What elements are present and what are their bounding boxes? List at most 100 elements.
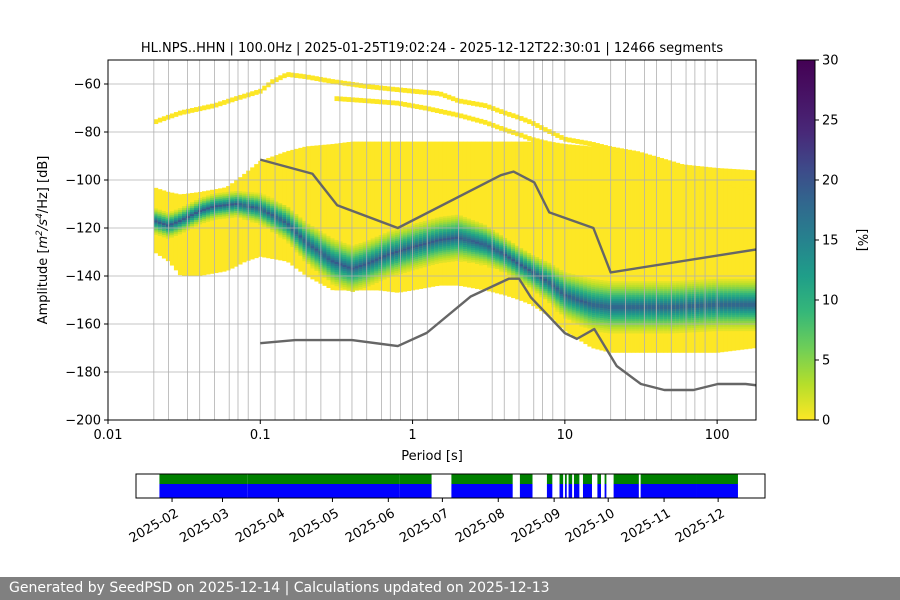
heatmap-core-cell xyxy=(571,308,576,311)
heatmap-core-cell xyxy=(458,253,464,256)
heatmap-core-cell xyxy=(202,200,207,204)
heatmap-core-cell xyxy=(551,271,556,274)
heatmap-core-cell xyxy=(735,280,741,284)
heatmap-core-cell xyxy=(691,312,697,315)
heatmap-core-cell xyxy=(374,244,380,248)
heatmap-core-cell xyxy=(454,254,460,258)
heatmap-core-cell xyxy=(434,219,440,222)
heatmap-core-cell xyxy=(507,242,512,245)
heatmap-core-cell xyxy=(579,324,584,327)
heatmap-core-cell xyxy=(474,235,480,238)
heatmap-core-cell xyxy=(571,276,576,279)
heatmap-core-cell xyxy=(177,226,183,229)
heatmap-core-cell xyxy=(639,283,644,286)
heatmap-core-cell xyxy=(198,216,203,219)
heatmap-core-cell xyxy=(587,316,592,319)
heatmap-core-cell xyxy=(627,311,632,314)
heatmap-core-cell xyxy=(298,229,303,232)
heatmap-core-cell xyxy=(667,303,673,306)
y-axis-label-exp1: 2 xyxy=(35,230,45,236)
heatmap-core-cell xyxy=(651,329,657,332)
heatmap-core-cell xyxy=(274,231,279,234)
heatmap-core-cell xyxy=(643,287,649,290)
heatmap-core-cell xyxy=(286,225,291,228)
heatmap-core-cell xyxy=(739,298,745,302)
heatmap-core-cell xyxy=(483,236,488,240)
heatmap-core-cell xyxy=(715,316,721,320)
heatmap-core-cell xyxy=(254,202,259,205)
heatmap-core-cell xyxy=(619,301,624,304)
heatmap-core-cell xyxy=(454,220,460,224)
heatmap-core-cell xyxy=(362,249,367,252)
heatmap-core-cell xyxy=(338,263,343,266)
heatmap-core-cell xyxy=(366,274,372,277)
heatmap-core-cell xyxy=(651,295,657,298)
heatmap-core-cell xyxy=(655,283,661,286)
heatmap-core-cell xyxy=(695,321,701,325)
heatmap-core-cell xyxy=(210,218,215,221)
heatmap-core-cell xyxy=(611,309,616,312)
heatmap-core-cell xyxy=(474,243,480,246)
heatmap-core-cell xyxy=(458,233,464,236)
heatmap-core-cell xyxy=(338,283,343,286)
heatmap-core-cell xyxy=(743,328,749,332)
heatmap-core-cell xyxy=(326,271,331,275)
heatmap-core-cell xyxy=(446,239,452,243)
heatmap-core-cell xyxy=(206,195,211,198)
heatmap-core-cell xyxy=(563,282,568,285)
heatmap-core-cell xyxy=(206,211,211,214)
heatmap-core-cell xyxy=(607,289,612,292)
coverage-segment xyxy=(613,474,639,498)
heatmap-column xyxy=(579,139,584,342)
heatmap-core-cell xyxy=(603,328,608,331)
heatmap-fringe-cell xyxy=(487,121,492,127)
heatmap-core-cell xyxy=(699,315,705,318)
heatmap-core-cell xyxy=(583,287,588,290)
heatmap-core-cell xyxy=(571,318,576,321)
heatmap-core-cell xyxy=(695,293,701,297)
heatmap-core-cell xyxy=(454,234,460,238)
heatmap-core-cell xyxy=(366,272,372,275)
heatmap-core-cell xyxy=(667,311,673,314)
heatmap-envelope-cell xyxy=(438,141,444,286)
heatmap-core-cell xyxy=(599,282,604,285)
heatmap-core-cell xyxy=(679,290,685,293)
heatmap-fringe-cell xyxy=(515,131,520,137)
heatmap-core-cell xyxy=(181,222,187,225)
heatmap-core-cell xyxy=(483,258,488,262)
heatmap-core-cell xyxy=(434,255,440,258)
heatmap-core-cell xyxy=(615,299,620,302)
heatmap-core-cell xyxy=(751,284,756,288)
heatmap-core-cell xyxy=(679,296,685,299)
heatmap-core-cell xyxy=(663,317,669,320)
heatmap-core-cell xyxy=(707,287,713,290)
heatmap-core-cell xyxy=(635,289,640,292)
heatmap-core-cell xyxy=(639,321,644,324)
heatmap-core-cell xyxy=(555,289,560,292)
heatmap-core-cell xyxy=(346,282,351,285)
heatmap-core-cell xyxy=(454,244,460,248)
heatmap-core-cell xyxy=(507,240,512,243)
heatmap-core-cell xyxy=(474,239,480,242)
heatmap-core-cell xyxy=(483,238,488,242)
heatmap-core-cell xyxy=(691,286,697,289)
heatmap-core-cell xyxy=(189,222,195,225)
heatmap-core-cell xyxy=(479,231,484,234)
heatmap-envelope-cell xyxy=(354,141,359,291)
heatmap-core-cell xyxy=(659,291,665,294)
heatmap-core-cell xyxy=(390,258,396,261)
heatmap-core-cell xyxy=(743,304,749,308)
heatmap-core-cell xyxy=(479,257,484,260)
heatmap-core-cell xyxy=(334,263,339,267)
heatmap-core-cell xyxy=(543,280,548,284)
heatmap-core-cell xyxy=(298,233,303,236)
heatmap-core-cell xyxy=(462,247,468,250)
heatmap-core-cell xyxy=(739,290,745,294)
heatmap-core-cell xyxy=(555,301,560,304)
heatmap-core-cell xyxy=(406,261,412,264)
heatmap-core-cell xyxy=(631,311,636,314)
heatmap-core-cell xyxy=(707,303,713,306)
heatmap-core-cell xyxy=(294,236,299,239)
heatmap-core-cell xyxy=(153,216,159,219)
